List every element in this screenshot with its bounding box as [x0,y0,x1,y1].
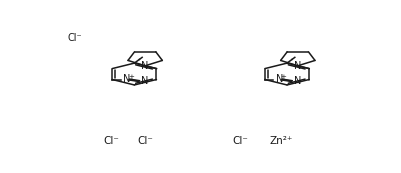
Text: Zn²⁺: Zn²⁺ [268,136,292,146]
Text: N: N [141,76,148,86]
Text: N: N [294,61,301,71]
Text: Cl⁻: Cl⁻ [103,136,119,146]
Text: +: + [280,74,286,80]
Text: N: N [141,61,148,71]
Text: Cl⁻: Cl⁻ [137,136,153,146]
Text: N: N [275,74,283,84]
Text: Cl⁻: Cl⁻ [232,136,247,146]
Text: N: N [123,74,130,84]
Text: Cl⁻: Cl⁻ [67,33,82,43]
Text: +: + [128,74,134,80]
Text: N: N [293,76,300,86]
